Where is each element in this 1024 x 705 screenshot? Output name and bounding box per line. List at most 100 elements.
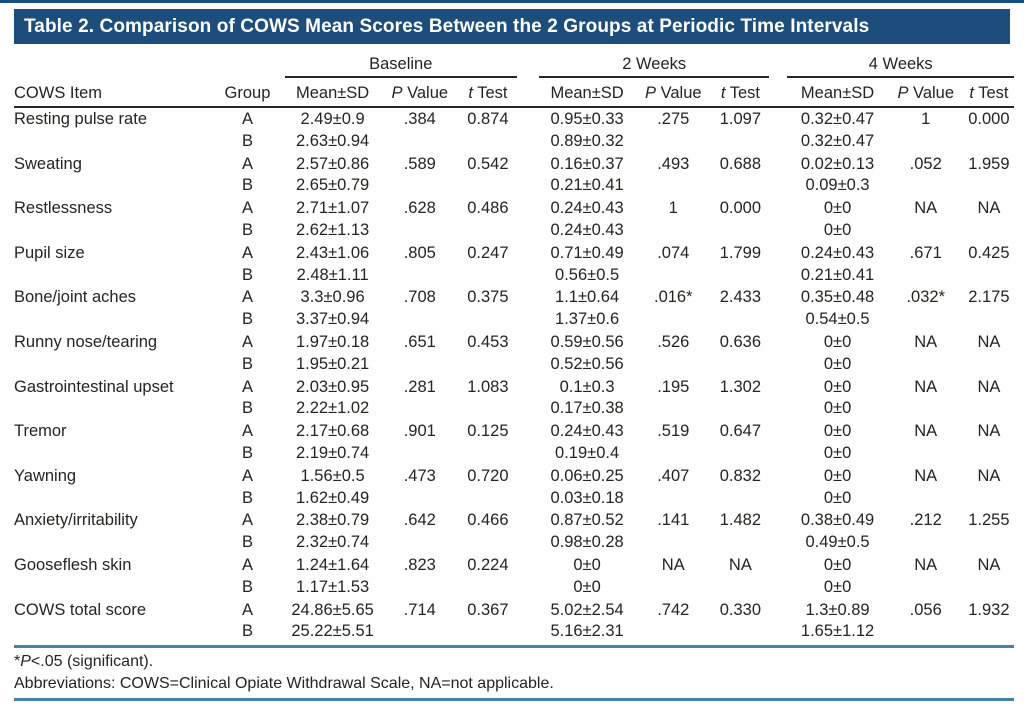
column-gap <box>517 242 539 265</box>
cell-empty <box>459 443 517 465</box>
mean-sd-header: Mean±SD <box>539 77 636 108</box>
cell-empty <box>888 443 964 465</box>
column-gap <box>769 131 787 153</box>
cell-empty <box>888 532 964 554</box>
cell-empty <box>635 220 711 242</box>
cell-empty <box>459 131 517 153</box>
abbreviations-note: Abbreviations: COWS=Clinical Opiate With… <box>14 674 554 692</box>
cell-mean-sd: 0.03±0.18 <box>550 488 624 507</box>
cell-p-value: .016* <box>653 288 693 307</box>
cell-mean-sd: 0±0 <box>823 377 852 396</box>
column-gap <box>517 420 539 443</box>
significance-symbol: P <box>20 653 31 671</box>
cell-empty <box>964 621 1014 643</box>
cell-mean-sd: 2.32±0.74 <box>295 533 370 552</box>
cell-empty <box>964 488 1014 510</box>
cell-p-value: .407 <box>657 466 690 485</box>
cell-empty <box>459 577 517 599</box>
column-gap <box>769 309 787 331</box>
column-gap <box>769 398 787 420</box>
cell-empty <box>381 621 459 643</box>
table-row: B 3.37±0.94 1.37±0.6 0.54±0.5 <box>14 309 1014 331</box>
cell-empty <box>635 131 711 153</box>
cell-mean-sd: 1.24±1.64 <box>295 555 370 574</box>
cell-empty <box>888 309 964 331</box>
cell-mean-sd: 0±0 <box>823 443 852 462</box>
cell-p-value: .384 <box>403 110 436 128</box>
cell-mean-sd: 0.52±0.56 <box>550 354 624 373</box>
cell-mean-sd: 0.06±0.25 <box>550 466 624 485</box>
cell-mean-sd: 1.65±1.12 <box>800 622 875 641</box>
cell-t-test: 0.125 <box>467 422 509 441</box>
table-row: B 2.32±0.74 0.98±0.28 0.49±0.5 <box>14 532 1014 554</box>
cows-item-label: Bone/joint aches <box>14 288 137 307</box>
cell-t-test: 1.097 <box>719 110 762 128</box>
cows-item-empty <box>14 354 210 376</box>
cell-t-test: 0.874 <box>467 110 509 128</box>
cell-p-value: .805 <box>403 243 436 262</box>
column-gap <box>517 554 539 577</box>
cell-t-test: 0.453 <box>467 332 509 351</box>
table-row: B 1.62±0.49 0.03±0.18 0±0 <box>14 488 1014 510</box>
cell-mean-sd: 0.21±0.41 <box>550 176 624 195</box>
cows-item-empty <box>14 621 210 643</box>
cows-item-label: Gastrointestinal upset <box>14 377 174 396</box>
cell-empty <box>964 131 1014 153</box>
cell-t-test: 0.000 <box>968 110 1010 128</box>
cows-item-empty <box>14 488 210 510</box>
cell-mean-sd: 0±0 <box>823 577 852 596</box>
table-bottom-rule <box>14 645 1014 649</box>
cows-item-label: Resting pulse rate <box>14 110 147 128</box>
cell-empty <box>888 621 964 643</box>
cell-mean-sd: 0.59±0.56 <box>550 332 624 351</box>
cows-item-label: Yawning <box>14 466 77 485</box>
cell-p-value: .589 <box>403 154 436 173</box>
cell-empty <box>711 175 769 197</box>
table-row: Gastrointestinal upset A 2.03±0.95 .281 1.08… <box>14 376 1014 399</box>
cell-mean-sd: 0.89±0.32 <box>550 131 624 150</box>
cell-empty <box>888 175 964 197</box>
table-row: Sweating A 2.57±0.86 .589 0.542 0.16±0.37 .493… <box>14 153 1014 176</box>
cell-empty <box>711 354 769 376</box>
cell-empty <box>459 309 517 331</box>
cows-item-empty <box>14 443 210 465</box>
cell-empty <box>888 131 964 153</box>
cell-p-value: .281 <box>403 377 436 396</box>
cell-mean-sd: 5.02±2.54 <box>550 600 624 619</box>
cell-mean-sd: 2.48±1.11 <box>296 265 369 284</box>
cell-empty <box>711 398 769 420</box>
cell-t-test: 0.720 <box>467 466 509 485</box>
cell-p-value: .275 <box>657 110 690 128</box>
group-label: B <box>241 265 253 284</box>
cell-empty <box>635 443 711 465</box>
cell-empty <box>888 220 964 242</box>
column-gap <box>769 354 787 376</box>
group-label: B <box>241 354 253 373</box>
cows-item-label: Pupil size <box>14 243 85 262</box>
column-gap <box>769 175 787 197</box>
column-gap <box>517 599 539 622</box>
cell-mean-sd: 1.97±0.18 <box>295 332 370 351</box>
column-gap <box>517 131 539 153</box>
cell-p-value: .195 <box>657 377 690 396</box>
cell-mean-sd: 0.35±0.48 <box>800 288 875 307</box>
cell-p-value: .074 <box>657 243 690 262</box>
cell-p-value: NA <box>914 332 938 351</box>
group-label: B <box>241 533 253 552</box>
cell-empty <box>381 398 459 420</box>
cell-mean-sd: 0.71±0.49 <box>550 243 624 262</box>
cell-mean-sd: 0.1±0.3 <box>559 377 615 396</box>
cell-p-value: .056 <box>909 600 942 619</box>
cows-item-empty <box>14 309 210 331</box>
cell-mean-sd: 2.62±1.13 <box>295 220 370 239</box>
cell-mean-sd: 1.3±0.89 <box>805 600 870 619</box>
cell-t-test: 1.799 <box>719 243 762 262</box>
cell-empty <box>711 577 769 599</box>
column-gap <box>769 107 787 131</box>
column-gap <box>517 107 539 131</box>
cell-mean-sd: 0.16±0.37 <box>550 154 624 173</box>
column-gap <box>517 532 539 554</box>
cell-mean-sd: 0.54±0.5 <box>805 310 870 329</box>
column-gap <box>769 621 787 643</box>
